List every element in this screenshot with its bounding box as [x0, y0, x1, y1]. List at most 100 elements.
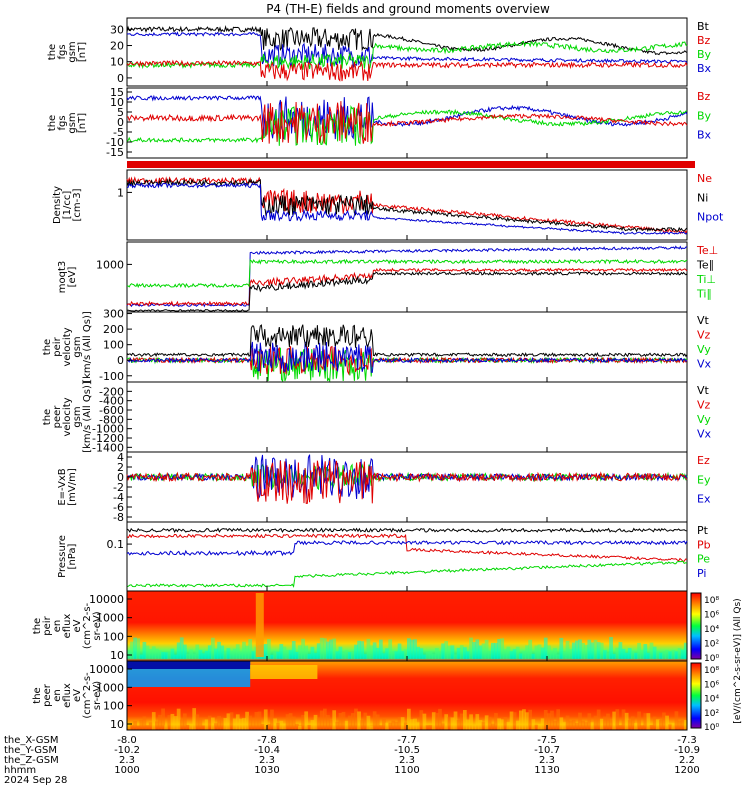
- spectrogram-column: [313, 714, 318, 730]
- legend-By: By: [697, 48, 712, 61]
- spectrogram-column: [519, 653, 523, 659]
- spectrogram-column: [329, 639, 333, 659]
- spectrogram-column: [313, 653, 318, 659]
- y-tick-label: -2: [113, 481, 124, 494]
- spectrogram-column: [207, 715, 212, 730]
- spectrogram-column: [422, 654, 427, 659]
- spectrogram-column: [618, 725, 623, 730]
- spectrogram-column: [438, 708, 442, 730]
- spectrogram-column: [469, 714, 473, 730]
- y-tick-label: -600: [99, 404, 124, 417]
- spectrogram-column: [142, 716, 147, 730]
- y-tick-label: 20: [110, 40, 124, 53]
- spectrogram-column: [459, 645, 464, 659]
- spectrogram-column: [624, 712, 629, 730]
- spectrogram-column: [646, 713, 651, 730]
- spectrogram-column: [575, 723, 579, 730]
- spectrogram-column: [248, 639, 253, 659]
- spectrogram-column: [503, 716, 508, 730]
- spectrogram-column: [677, 648, 682, 659]
- spectrogram-column: [543, 709, 548, 730]
- y-tick-label: 0: [117, 72, 124, 85]
- spectrogram-column: [584, 644, 589, 659]
- spectrogram-column: [251, 651, 256, 659]
- spectrogram-column: [192, 708, 197, 730]
- spectrogram-column: [400, 717, 405, 730]
- spectrogram-column: [603, 650, 607, 659]
- spectrogram-column: [494, 642, 498, 659]
- y-tick-label: 1000: [96, 258, 124, 271]
- spectrogram-column: [662, 651, 666, 659]
- y-axis-label-line: [eV]: [67, 267, 78, 288]
- y-axis-label-line: the: [47, 115, 58, 131]
- spectrogram-column: [133, 637, 137, 659]
- spectrogram-column: [487, 651, 492, 659]
- y-tick-label: 10: [110, 96, 124, 109]
- spectrogram-column: [372, 711, 377, 730]
- spectrogram-column: [621, 709, 626, 730]
- spectrogram-column: [332, 638, 337, 659]
- spectrogram-column: [217, 641, 221, 659]
- spectrogram-column: [310, 646, 315, 659]
- spectrogram-column: [515, 720, 520, 730]
- colorbar-segment: [690, 662, 702, 729]
- spectrogram-column: [587, 713, 592, 730]
- spectrogram-column: [537, 724, 542, 730]
- spectrogram-column: [164, 725, 169, 730]
- spectrogram-column: [410, 719, 414, 730]
- x-row-label: the_Y-GSM: [4, 745, 57, 756]
- spectrogram-column: [214, 723, 218, 730]
- spectrogram-column: [164, 652, 169, 659]
- spectrogram-column: [385, 648, 389, 659]
- y-tick-label: -15: [106, 146, 124, 159]
- y-tick-label: 1: [117, 186, 124, 199]
- spectrogram-column: [204, 650, 209, 659]
- legend-Vz: Vz: [697, 399, 711, 412]
- x-axis-rows: the_X-GSM -8.0 -7.8 -7.7 -7.5 -7.3 the_Y-GSM -1…: [4, 735, 700, 786]
- legend-Ti⊥: Ti⊥: [696, 273, 716, 286]
- panel-peir_eflux: 10000 1000 100 10 the peir en eflux eV (cm^2-s-sr…: [32, 590, 688, 662]
- spectrogram-column: [307, 724, 312, 730]
- colorbar-tick: 10⁸: [704, 666, 719, 676]
- spectrogram-column: [326, 641, 330, 659]
- spectrogram-column: [547, 713, 551, 730]
- spectrogram-column: [649, 725, 654, 730]
- colorbar-tick: 10²: [704, 709, 719, 719]
- spectrogram-column: [528, 639, 533, 659]
- spectrogram-column: [556, 709, 561, 730]
- panel-bar: [127, 161, 695, 168]
- spectrogram-column: [366, 715, 371, 730]
- legend-Vy: Vy: [697, 413, 711, 426]
- spectrogram-column: [167, 652, 172, 659]
- spectrogram-column: [270, 654, 274, 659]
- trace-bx: [126, 94, 688, 141]
- spectrogram-column: [285, 714, 290, 730]
- spectrogram-column: [497, 639, 501, 659]
- spectrogram-column: [211, 637, 215, 659]
- spectrogram-column: [239, 651, 243, 659]
- spectrogram-column: [323, 638, 327, 659]
- spectrogram-column: [155, 648, 159, 659]
- spectrogram-column: [316, 717, 321, 730]
- spectrogram-column: [531, 719, 536, 730]
- spectrogram-column: [148, 722, 153, 730]
- trace-by: [126, 105, 688, 146]
- spectrogram-column: [481, 643, 486, 659]
- spectrogram-column: [512, 712, 517, 730]
- y-tick-label: 100: [103, 630, 124, 643]
- spectrogram-column: [519, 710, 523, 730]
- spectrogram-column: [475, 714, 480, 730]
- legend-Te∥: Te∥: [696, 259, 714, 272]
- spectrogram-column: [148, 649, 153, 659]
- spectrogram-column: [198, 718, 203, 730]
- spectrogram-column: [133, 721, 137, 730]
- spectrogram-column: [562, 722, 567, 730]
- spectrogram-column: [338, 646, 343, 659]
- spectrogram-column: [599, 718, 604, 730]
- spectrogram-column: [394, 721, 399, 730]
- spectrogram-column: [428, 651, 433, 659]
- spectrogram-column: [550, 650, 554, 659]
- spectrogram-column: [341, 711, 346, 730]
- spectrogram-column: [226, 648, 231, 659]
- legend-Ne: Ne: [697, 172, 712, 185]
